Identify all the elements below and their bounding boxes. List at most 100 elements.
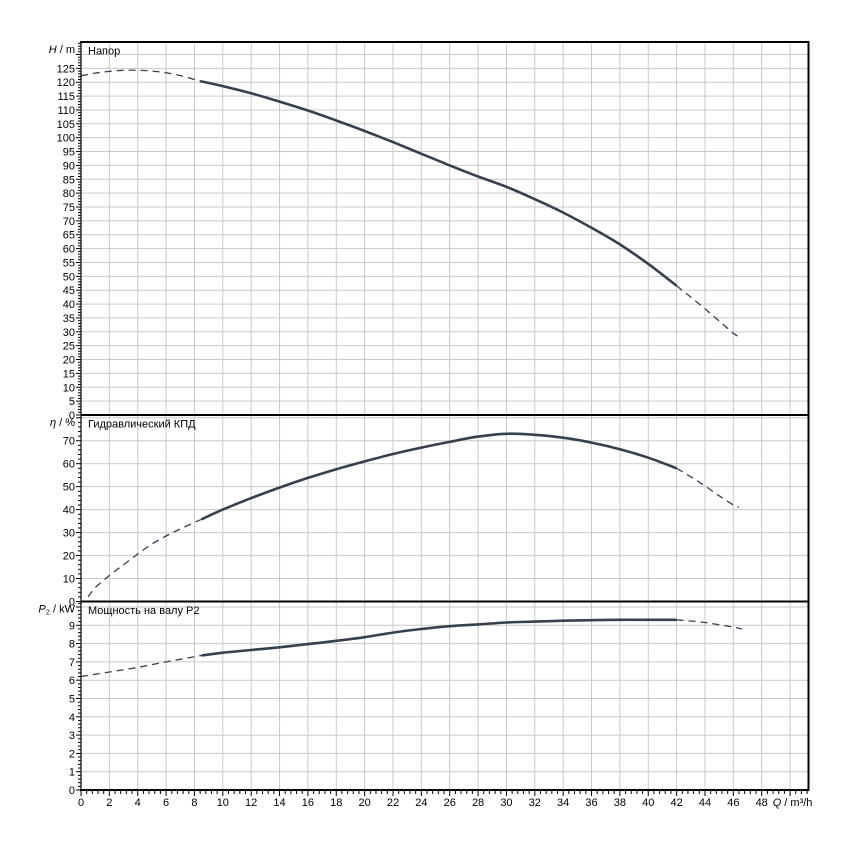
x-tick-label: 10 bbox=[217, 797, 229, 809]
y-tick-label: 7 bbox=[69, 657, 75, 669]
y-tick-label: 60 bbox=[63, 244, 75, 256]
frame bbox=[80, 41, 810, 791]
y-tick-label: 5 bbox=[69, 693, 75, 705]
y-tick-label: 125 bbox=[57, 63, 75, 75]
curves bbox=[87, 432, 740, 598]
x-tick-label: 44 bbox=[699, 797, 711, 809]
x-tick-label: 24 bbox=[415, 797, 427, 809]
x-gridlines bbox=[108, 42, 791, 415]
panel-title: Мощность на валу P2 bbox=[88, 605, 200, 617]
y-tick-label: 1 bbox=[69, 767, 75, 779]
x-tick-label: 46 bbox=[727, 797, 739, 809]
y-gridlines bbox=[81, 606, 809, 773]
panel-power: 0 1 2 3 4 5 6 7 8 9 P2 / kW Мощность на валу P2 bbox=[38, 601, 809, 797]
x-tick-label: 2 bbox=[106, 797, 112, 809]
y-tick-label: 5 bbox=[69, 396, 75, 408]
x-tick-label: 26 bbox=[444, 797, 456, 809]
y-tick-label: 70 bbox=[63, 436, 75, 448]
y-tick-label: 0 bbox=[69, 597, 75, 609]
y-tick-label: 115 bbox=[57, 91, 75, 103]
y-tick-labels: 0 10 20 30 40 50 60 70 bbox=[63, 436, 75, 609]
y-tick-label: 90 bbox=[63, 160, 75, 172]
y-tick-labels: 0 1 2 3 4 5 6 7 8 9 bbox=[69, 620, 75, 797]
y-axis-unit-label: H / m bbox=[49, 44, 75, 56]
panel-title: Гидравлический КПД bbox=[88, 419, 196, 431]
y-tick-label: 40 bbox=[63, 299, 75, 311]
y-tick-label: 60 bbox=[63, 459, 75, 471]
x-ticks bbox=[80, 791, 808, 796]
y-tick-label: 75 bbox=[63, 202, 75, 214]
y-tick-label: 15 bbox=[63, 368, 75, 380]
y-tick-label: 55 bbox=[63, 257, 75, 269]
y-tick-label: 85 bbox=[63, 174, 75, 186]
y-tick-label: 70 bbox=[63, 216, 75, 228]
x-tick-label: 8 bbox=[191, 797, 197, 809]
y-tick-label: 105 bbox=[57, 119, 75, 131]
x-tick-label: 36 bbox=[585, 797, 597, 809]
y-tick-label: 4 bbox=[69, 712, 75, 724]
y-tick-label: 20 bbox=[63, 355, 75, 367]
power-high-flow-dashed-curve bbox=[676, 619, 742, 630]
y-tick-label: 6 bbox=[69, 675, 75, 687]
x-tick-label: 6 bbox=[163, 797, 169, 809]
x-tick-label: 48 bbox=[756, 797, 768, 809]
head-high-flow-dashed-curve bbox=[676, 285, 743, 340]
x-tick-label: 40 bbox=[642, 797, 654, 809]
head-low-flow-dashed-curve bbox=[80, 69, 201, 82]
y-tick-label: 30 bbox=[63, 528, 75, 540]
x-gridlines bbox=[108, 415, 791, 602]
y-tick-label: 10 bbox=[63, 382, 75, 394]
x-tick-labels: 0 2 4 6 8 10 12 14 16 18 20 22 24 26 28 30 32 34 36 38 40 42 4… bbox=[78, 797, 768, 809]
curves bbox=[80, 69, 743, 340]
efficiency-high-flow-dashed-curve bbox=[676, 467, 740, 508]
x-tick-label: 34 bbox=[557, 797, 569, 809]
efficiency-operating-solid-curve bbox=[200, 432, 678, 521]
curves bbox=[80, 618, 742, 678]
x-gridlines bbox=[108, 601, 791, 790]
x-tick-label: 38 bbox=[614, 797, 626, 809]
y-tick-label: 45 bbox=[63, 285, 75, 297]
y-axis-unit-label: P2 / kW bbox=[38, 604, 75, 617]
panel-title: Напор bbox=[88, 46, 120, 58]
x-tick-label: 4 bbox=[135, 797, 141, 809]
x-tick-label: 16 bbox=[302, 797, 314, 809]
x-tick-label: 14 bbox=[273, 797, 285, 809]
y-tick-label: 0 bbox=[69, 410, 75, 422]
x-tick-label: 22 bbox=[387, 797, 399, 809]
head-operating-solid-curve bbox=[199, 79, 678, 287]
x-tick-label: 30 bbox=[500, 797, 512, 809]
y-tick-label: 30 bbox=[63, 327, 75, 339]
y-tick-label: 50 bbox=[63, 482, 75, 494]
y-gridlines bbox=[81, 53, 809, 402]
y-tick-label: 50 bbox=[63, 271, 75, 283]
y-tick-label: 95 bbox=[63, 147, 75, 159]
x-tick-label: 32 bbox=[529, 797, 541, 809]
power-operating-solid-curve bbox=[201, 618, 677, 657]
x-tick-label: 12 bbox=[245, 797, 257, 809]
x-tick-label: 18 bbox=[330, 797, 342, 809]
x-tick-label: 20 bbox=[359, 797, 371, 809]
y-tick-label: 110 bbox=[57, 105, 75, 117]
y-tick-label: 25 bbox=[63, 341, 75, 353]
y-tick-label: 8 bbox=[69, 639, 75, 651]
y-tick-label: 3 bbox=[69, 730, 75, 742]
y-tick-label: 80 bbox=[63, 188, 75, 200]
x-tick-label: 42 bbox=[670, 797, 682, 809]
efficiency-low-flow-dashed-curve bbox=[87, 518, 202, 598]
y-tick-label: 120 bbox=[57, 77, 75, 89]
y-tick-label: 0 bbox=[69, 785, 75, 797]
y-tick-label: 2 bbox=[69, 748, 75, 760]
y-tick-label: 9 bbox=[69, 620, 75, 632]
x-tick-label: 0 bbox=[78, 797, 84, 809]
power-low-flow-dashed-curve bbox=[80, 654, 202, 678]
x-tick-label: 28 bbox=[472, 797, 484, 809]
y-gridlines bbox=[81, 417, 809, 580]
y-axis-unit-label: η / % bbox=[50, 417, 75, 429]
y-tick-label: 100 bbox=[57, 133, 75, 145]
y-tick-label: 40 bbox=[63, 505, 75, 517]
